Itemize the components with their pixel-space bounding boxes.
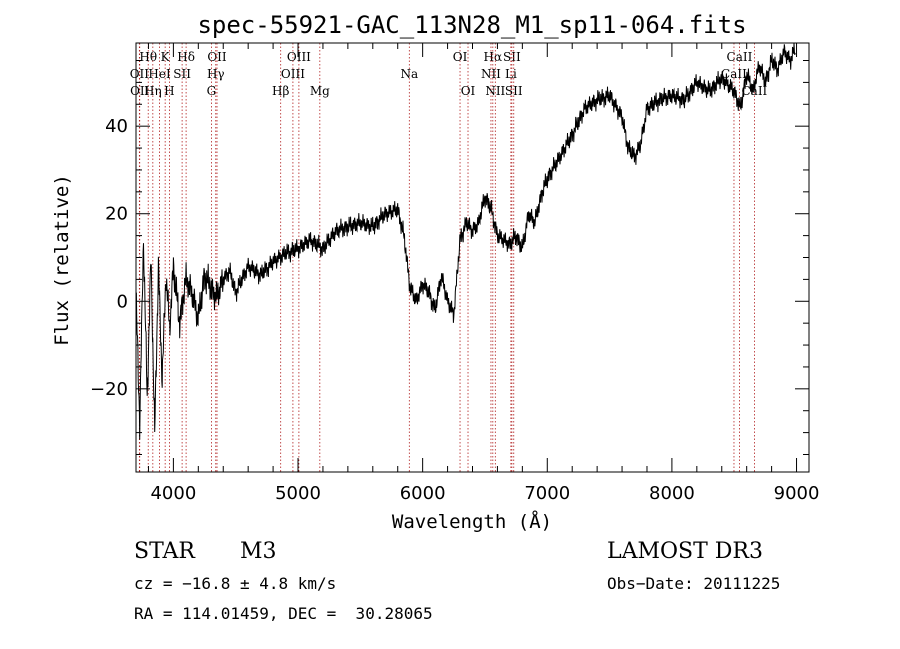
axis-ticks: 4000 5000 6000 7000 8000 9000 −20 0 20 40	[90, 43, 819, 504]
y-tick-label: 40	[105, 116, 128, 137]
plot-frame	[135, 42, 810, 473]
spectral-line-label: SII	[503, 50, 521, 64]
y-tick-label: 0	[117, 291, 128, 312]
y-tick-label: −20	[90, 379, 128, 400]
spectral-line-label: Hα	[484, 50, 503, 64]
observation-date: Obs−Date: 20111225	[607, 574, 781, 593]
spectral-line-label: Hδ	[177, 50, 195, 64]
spectral-line-label: CaII	[727, 50, 753, 64]
redshift-value: cz = −16.8 ± 4.8 km/s	[134, 574, 337, 593]
spectral-line-label: SII	[505, 84, 523, 98]
spectral-line-label: OI	[453, 50, 468, 64]
spectral-line-label: SII	[173, 67, 191, 81]
spectrum-line	[135, 42, 796, 440]
y-tick-label: 20	[105, 204, 128, 225]
spectral-line-label: HeI	[148, 67, 171, 81]
spectral-line-label: K	[161, 50, 171, 64]
spectral-line-label: Hθ	[139, 50, 157, 64]
spectral-line-label: OII	[130, 67, 150, 81]
spectral-line-label: OII	[207, 50, 227, 64]
spectral-line-label: NII	[485, 84, 505, 98]
spectral-line-label: Na	[400, 67, 418, 81]
spectral-line-label: OI	[461, 84, 476, 98]
x-tick-label: 7000	[524, 483, 570, 504]
x-axis-label: Wavelength (Å)	[392, 510, 552, 533]
x-tick-label: 6000	[400, 483, 446, 504]
x-tick-label: 8000	[649, 483, 695, 504]
x-tick-label: 9000	[774, 483, 820, 504]
spectral-line-label: CaII	[721, 67, 747, 81]
spectral-line-label: H	[164, 84, 174, 98]
spectral-line-label: Li	[505, 67, 517, 81]
survey-name: LAMOST DR3	[607, 539, 763, 564]
spectrum-series	[135, 42, 796, 440]
object-subclass: M3	[240, 539, 277, 564]
spectral-line-label: G	[207, 84, 217, 98]
spectral-line-label: OIII	[281, 67, 305, 81]
spectral-line-label: NII	[481, 67, 501, 81]
x-tick-label: 4000	[150, 483, 196, 504]
y-axis-label: Flux (relative)	[51, 174, 73, 346]
spectral-line-label: Mg	[310, 84, 330, 98]
coordinates: RA = 114.01459, DEC = 30.28065	[134, 604, 433, 623]
x-tick-label: 5000	[275, 483, 321, 504]
spectral-line-label: Hγ	[207, 67, 225, 81]
chart-title: spec-55921-GAC_113N28_M1_sp11-064.fits	[197, 11, 746, 39]
spectral-line-label: OIII	[287, 50, 311, 64]
spectral-line-label: Hβ	[272, 84, 289, 98]
object-type: STAR	[134, 539, 195, 564]
spectral-line-label: Hη	[144, 84, 162, 98]
spectral-line-label: OII	[130, 84, 150, 98]
